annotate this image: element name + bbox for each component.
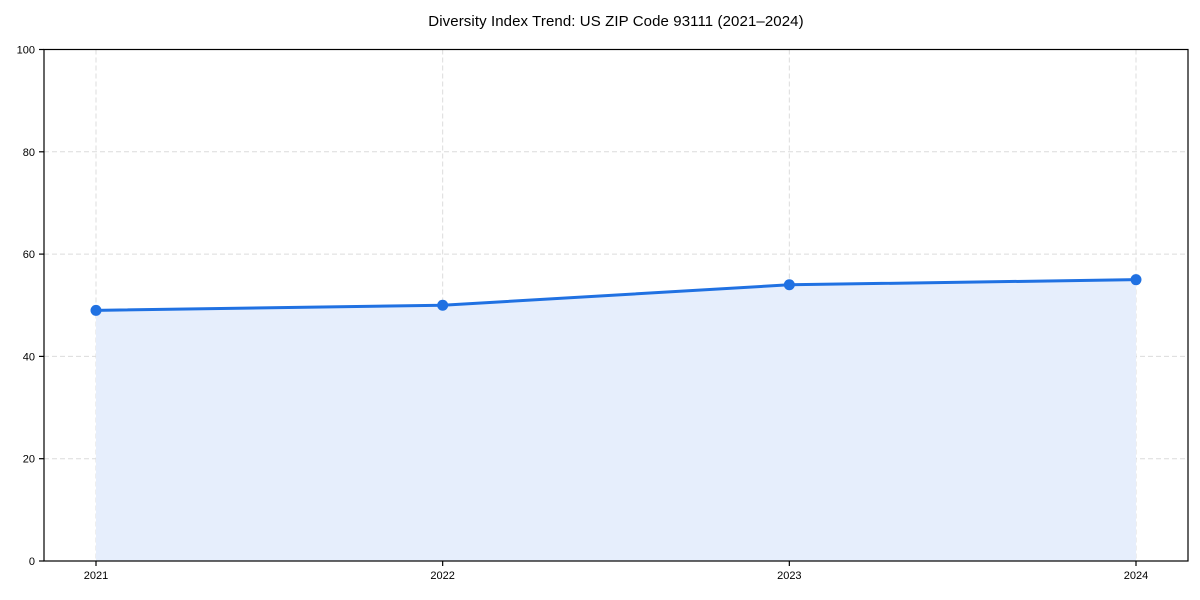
data-point <box>90 304 102 316</box>
y-tick-label: 100 <box>17 45 35 57</box>
y-tick-label: 0 <box>29 556 35 568</box>
trend-line <box>94 278 1138 312</box>
y-tick-label: 80 <box>23 147 35 159</box>
x-tick-label: 2022 <box>430 570 454 582</box>
y-tick-label: 20 <box>23 454 35 466</box>
data-point <box>437 299 449 311</box>
area-fill <box>96 279 1136 561</box>
y-tick-label: 60 <box>23 249 35 261</box>
data-point <box>783 279 795 291</box>
plot-frame <box>43 48 1189 562</box>
y-tick-label: 40 <box>23 351 35 363</box>
data-point <box>1130 274 1142 286</box>
chart-title: Diversity Index Trend: US ZIP Code 93111… <box>428 13 804 30</box>
x-tick-label: 2023 <box>777 570 801 582</box>
x-tick-label: 2024 <box>1124 570 1148 582</box>
x-tick-label: 2021 <box>84 570 108 582</box>
